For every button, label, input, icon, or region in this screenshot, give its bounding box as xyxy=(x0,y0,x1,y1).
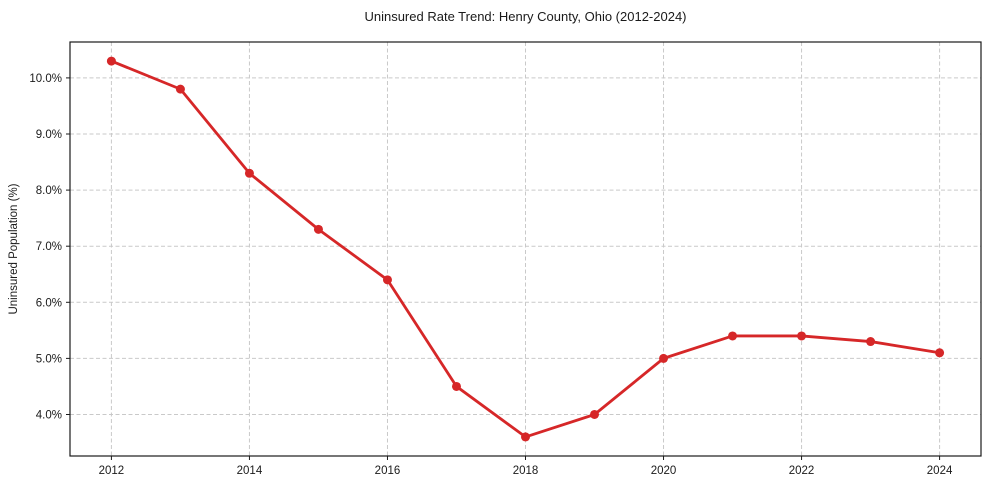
data-point xyxy=(866,337,876,347)
data-point xyxy=(313,224,323,234)
data-point xyxy=(175,84,185,94)
x-tick-label: 2022 xyxy=(789,465,815,477)
data-point xyxy=(244,168,254,178)
y-tick-label: 4.0% xyxy=(36,409,62,421)
data-point xyxy=(728,331,738,341)
y-tick-label: 8.0% xyxy=(36,185,62,197)
y-tick-label: 9.0% xyxy=(36,129,62,141)
y-tick-label: 5.0% xyxy=(36,353,62,365)
data-point xyxy=(935,348,945,358)
x-tick-label: 2024 xyxy=(927,465,953,477)
data-point xyxy=(451,381,461,391)
y-tick-label: 10.0% xyxy=(29,73,62,85)
x-tick-label: 2014 xyxy=(237,465,263,477)
data-point xyxy=(382,275,392,285)
x-tick-label: 2020 xyxy=(651,465,677,477)
axis-ticks: 4.0% 5.0% 6.0% 7.0% 8.0% 9.0% 10.0% 2012 2014 201… xyxy=(29,73,953,477)
gridlines xyxy=(70,42,981,456)
y-tick-label: 7.0% xyxy=(36,241,62,253)
x-tick-label: 2016 xyxy=(375,465,401,477)
data-point xyxy=(106,56,116,66)
data-point xyxy=(659,353,669,363)
data-point xyxy=(521,432,530,442)
data-point xyxy=(797,331,807,341)
chart-title: Uninsured Rate Trend: Henry County, Ohio… xyxy=(364,9,687,24)
data-point xyxy=(590,409,600,419)
y-tick-label: 6.0% xyxy=(36,297,62,309)
x-tick-label: 2018 xyxy=(513,465,539,477)
x-tick-label: 2012 xyxy=(99,465,125,477)
